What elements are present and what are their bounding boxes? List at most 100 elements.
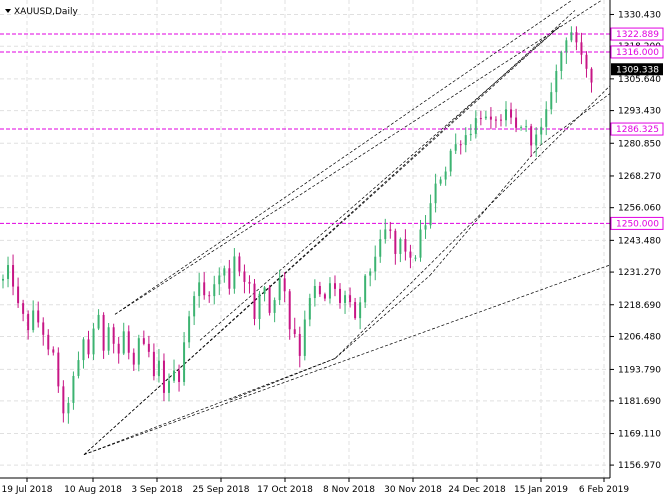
candle-body [369,271,372,276]
y-tick-label: 1181.690 [618,397,661,407]
candle-body [298,334,301,356]
candle-body [162,360,165,393]
candle-body [233,256,236,289]
candle-body [7,265,10,279]
candle-body [218,275,221,285]
level-label: 1286.325 [616,125,659,135]
trendline [229,358,336,401]
y-tick-label: 1243.480 [618,236,661,246]
candle-body [293,329,296,335]
candle-body [409,251,412,258]
candle-body [515,117,518,128]
candle-body [333,283,336,289]
candle-body [213,284,216,297]
candle-body [484,116,487,119]
candle-body [585,54,588,69]
candle-body [535,134,538,146]
triangle-down-icon[interactable] [5,9,11,13]
candle-body [52,349,55,353]
candle-body [72,375,75,403]
candle-body [364,275,367,303]
candle-body [344,295,347,303]
candle-body [12,265,15,287]
candle-body [283,278,286,292]
y-tick-label: 1169.110 [618,430,661,440]
candle-body [494,119,497,121]
candle-body [188,316,191,343]
candle-body [47,334,50,350]
candle-body [394,230,397,254]
trendline [83,264,611,455]
candle-body [167,380,170,393]
candle-body [565,40,568,53]
candle-body [489,116,492,120]
candle-body [384,229,387,240]
trendline [114,0,603,315]
candle-body [439,179,442,184]
candle-body [243,271,246,282]
candle-body [303,319,306,356]
candle-body [152,351,155,377]
candle-body [263,287,266,294]
candle-body [479,118,482,120]
candle-body [339,288,342,303]
candle-body [474,118,477,134]
level-label: 1250.000 [616,219,659,229]
trendline [114,0,573,315]
candle-body [258,293,261,320]
candle-body [208,295,211,297]
x-tick-label: 19 Jul 2018 [2,485,53,495]
candle-body [17,286,20,304]
level-label-box [610,27,664,41]
y-tick-label: 1193.790 [618,365,661,375]
candle-body [77,360,80,376]
chart-title: XAUUSD,Daily [14,7,78,17]
candle-body [157,360,160,377]
candle-body [37,310,40,323]
candle-body [228,268,231,289]
candle-body [545,109,548,127]
x-tick-label: 10 Aug 2018 [64,485,122,495]
level-label-box [610,122,664,136]
y-tick-label: 1268.270 [618,172,661,182]
candle-body [127,331,130,353]
candle-body [434,183,437,204]
x-tick-label: 17 Oct 2018 [257,485,313,495]
candle-body [27,313,30,331]
candle-body [273,300,276,313]
candle-body [122,331,125,354]
trendline [83,10,576,455]
candle-body [32,310,35,331]
candle-body [399,239,402,254]
candle-body [550,92,553,110]
candles [2,26,593,424]
current-price-label: 1309.338 [616,65,659,75]
candle-body [318,285,321,295]
candle-body [268,287,271,313]
candle-body [389,229,392,231]
candle-body [183,342,186,382]
candle-body [540,126,543,135]
candle-body [2,278,4,281]
trendline [429,145,541,276]
candle-body [67,402,70,414]
candle-body [147,343,150,352]
candle-body [193,296,196,317]
candle-body [62,386,65,414]
candle-body [404,239,407,252]
candle-body [142,338,145,344]
candle-body [42,322,45,335]
candle-body [248,281,251,284]
y-tick-label: 1256.060 [618,204,661,214]
candle-body [173,370,176,381]
candle-body [132,352,135,365]
candle-body [429,203,432,226]
candle-body [464,135,467,146]
y-tick-label: 1305.640 [618,75,661,85]
candle-body [520,127,523,129]
candle-body [444,171,447,180]
candle-body [308,298,311,320]
level-label-box [610,45,664,59]
